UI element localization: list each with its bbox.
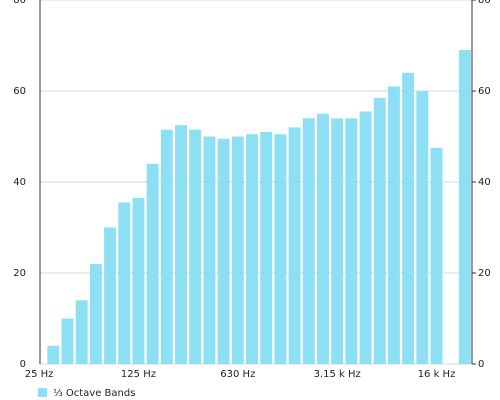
bar bbox=[359, 111, 372, 364]
bar bbox=[231, 136, 244, 364]
bar bbox=[175, 125, 187, 364]
bar bbox=[302, 118, 315, 364]
bar bbox=[288, 127, 301, 365]
bar bbox=[260, 131, 273, 364]
y2-tick-label: 60 bbox=[478, 86, 491, 97]
x-tick-label: 125 Hz bbox=[121, 369, 156, 380]
bar bbox=[217, 138, 230, 364]
y2-tick-label: 80 bbox=[478, 0, 491, 6]
bar bbox=[89, 263, 102, 364]
x-tick-label: 16 k Hz bbox=[418, 369, 456, 380]
bar bbox=[160, 129, 173, 364]
legend-label: ⅓ Octave Bands bbox=[53, 388, 135, 399]
bar bbox=[387, 86, 400, 364]
bar bbox=[274, 134, 287, 364]
y-tick-label: 0 bbox=[20, 359, 26, 370]
x-tick-label: 3.15 k Hz bbox=[314, 369, 361, 380]
bar bbox=[104, 227, 117, 364]
y-tick-label: 20 bbox=[13, 268, 26, 279]
y-tick-label: 60 bbox=[13, 86, 26, 97]
bar bbox=[132, 197, 145, 364]
y2-tick-label: 40 bbox=[478, 177, 491, 188]
bar bbox=[146, 163, 159, 364]
y2-tick-label: 0 bbox=[478, 359, 484, 370]
y-tick-label: 40 bbox=[13, 177, 26, 188]
x-tick-label: 630 Hz bbox=[220, 369, 255, 380]
bar bbox=[402, 72, 415, 365]
y2-tick-label: 20 bbox=[478, 268, 491, 279]
bar bbox=[430, 147, 443, 364]
legend-swatch bbox=[38, 388, 47, 397]
bar bbox=[47, 345, 60, 364]
x-tick-label: 25 Hz bbox=[25, 369, 54, 380]
y-tick-label: 80 bbox=[13, 0, 26, 6]
bar bbox=[416, 91, 429, 364]
bar bbox=[331, 118, 344, 364]
bar bbox=[246, 134, 258, 364]
bar bbox=[118, 202, 131, 364]
bar bbox=[317, 113, 329, 364]
bar bbox=[373, 97, 386, 364]
bar bbox=[75, 300, 88, 364]
bar bbox=[203, 136, 216, 364]
bar bbox=[458, 50, 471, 365]
bar bbox=[345, 118, 358, 364]
bar bbox=[61, 318, 74, 364]
bar bbox=[189, 129, 202, 364]
